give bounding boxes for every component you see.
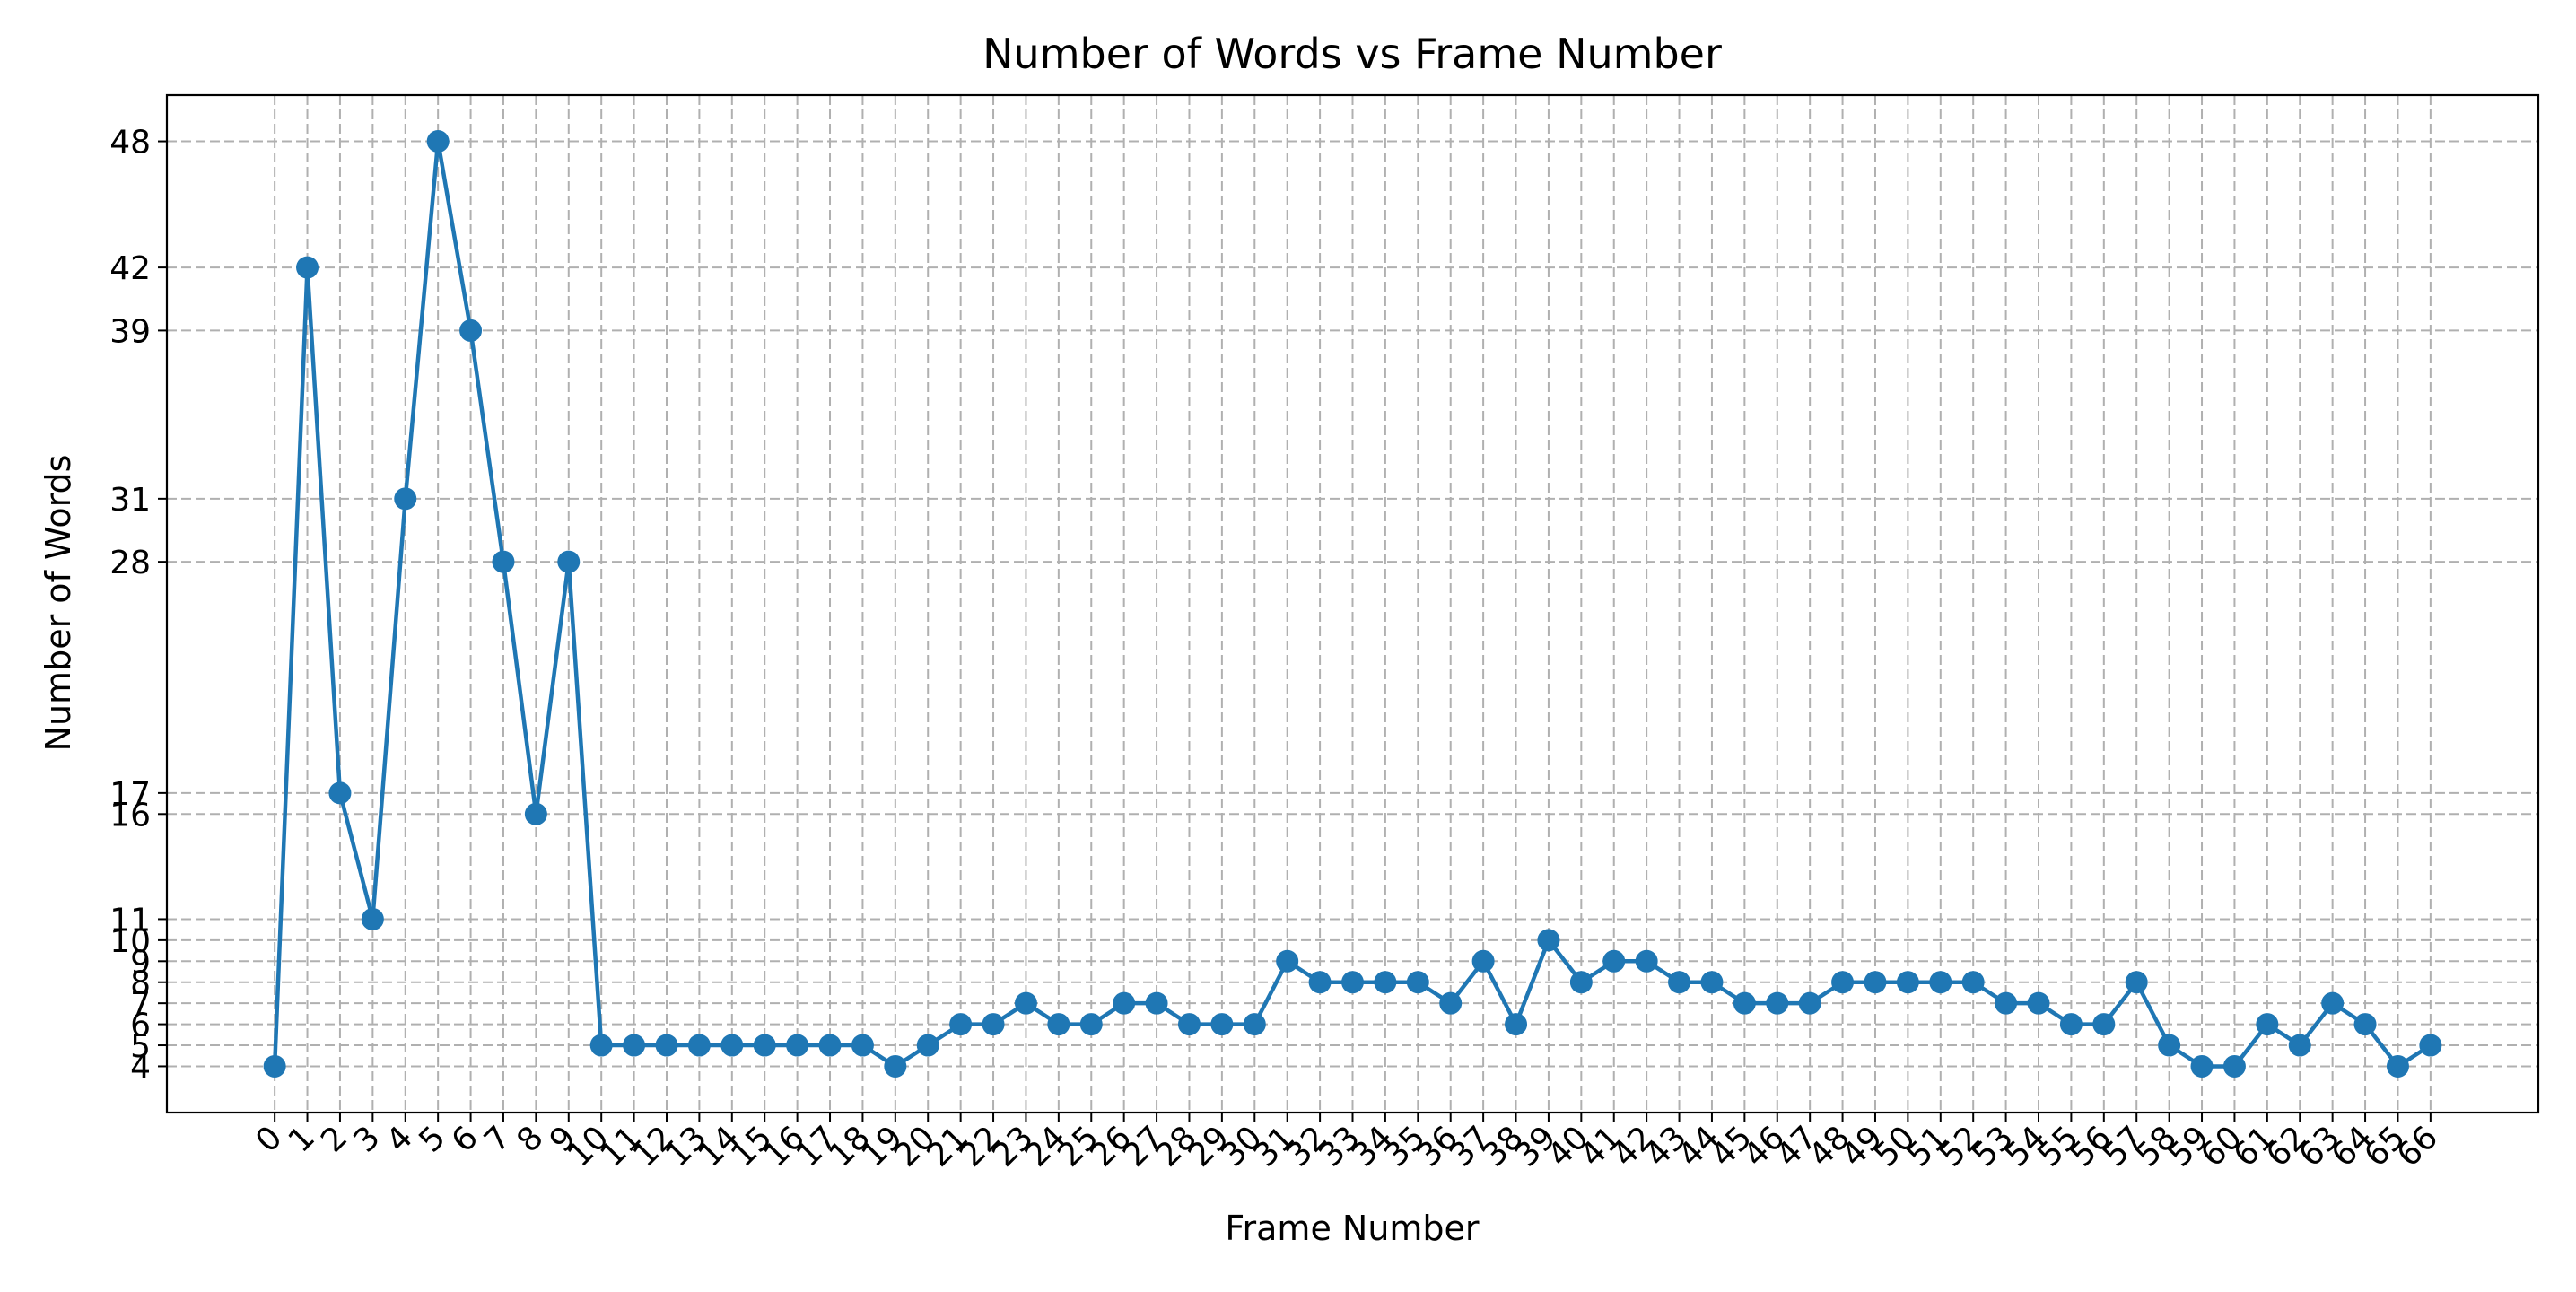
data-point [1505, 1013, 1528, 1036]
data-point [1798, 991, 1821, 1015]
data-point [2288, 1034, 2311, 1057]
data-point [1341, 971, 1364, 994]
y-tick-label: 11 [109, 902, 151, 938]
data-point [2158, 1034, 2181, 1057]
y-tick-label: 42 [109, 250, 151, 287]
data-point [884, 1054, 907, 1078]
data-point [1177, 1013, 1201, 1036]
data-point [786, 1034, 809, 1057]
data-point [1995, 991, 2018, 1015]
data-point [949, 1013, 973, 1036]
data-point [1537, 929, 1560, 952]
data-point [1113, 991, 1136, 1015]
data-point [2419, 1034, 2442, 1057]
data-point [623, 1034, 646, 1057]
data-point [1374, 971, 1397, 994]
data-point [2256, 1013, 2279, 1036]
data-point [361, 907, 384, 930]
data-point [1602, 949, 1626, 973]
data-point [1700, 971, 1724, 994]
data-point [753, 1034, 776, 1057]
data-point [2222, 1054, 2246, 1078]
data-point [1047, 1013, 1070, 1036]
y-tick-label: 48 [109, 125, 151, 162]
y-tick-label: 7 [130, 986, 151, 1023]
data-point [2190, 1054, 2214, 1078]
data-point [2353, 1013, 2377, 1036]
data-point [1439, 991, 1463, 1015]
data-point [492, 550, 515, 573]
data-point [1210, 1013, 1234, 1036]
data-point [426, 130, 450, 153]
y-tick-label: 4 [130, 1049, 151, 1086]
data-point [524, 802, 547, 825]
data-point [851, 1034, 874, 1057]
data-point [1145, 991, 1168, 1015]
data-point [818, 1034, 842, 1057]
data-point [1276, 949, 1299, 973]
y-tick-label: 16 [109, 797, 151, 834]
data-point [1635, 949, 1658, 973]
data-point [1668, 971, 1691, 994]
data-point [394, 487, 417, 511]
data-point [1308, 971, 1332, 994]
y-axis-label: Number of Words [39, 455, 78, 752]
data-point [2321, 991, 2345, 1015]
data-point [1766, 991, 1789, 1015]
data-point [1243, 1013, 1266, 1036]
data-point [1831, 971, 1855, 994]
data-point [655, 1034, 678, 1057]
data-point [982, 1013, 1005, 1036]
y-tick-label: 31 [109, 482, 151, 519]
y-tick-label: 17 [109, 776, 151, 813]
data-points [263, 130, 2442, 1078]
data-point [263, 1054, 286, 1078]
y-tick-label: 5 [130, 1028, 151, 1065]
data-point [1961, 971, 1985, 994]
data-point [589, 1034, 613, 1057]
y-tick-label: 39 [109, 313, 151, 350]
y-tick-label: 10 [109, 923, 151, 960]
data-point [2125, 971, 2148, 994]
data-point [2092, 1013, 2116, 1036]
y-tick-label: 9 [130, 944, 151, 981]
data-point [1569, 971, 1593, 994]
data-point [720, 1034, 744, 1057]
data-point [1733, 991, 1756, 1015]
data-point [687, 1034, 711, 1057]
data-point [2386, 1054, 2409, 1078]
data-point [2027, 991, 2050, 1015]
data-point [1079, 1013, 1103, 1036]
data-point [328, 781, 352, 805]
data-point [1406, 971, 1429, 994]
y-tick-label: 8 [130, 965, 151, 1002]
y-tick-label: 28 [109, 545, 151, 581]
data-point [1896, 971, 1919, 994]
data-point [459, 319, 483, 342]
data-point [296, 256, 319, 279]
data-point [557, 550, 581, 573]
y-tick-label: 6 [130, 1008, 151, 1044]
data-point [1864, 971, 1887, 994]
data-point [1014, 991, 1037, 1015]
data-point [1929, 971, 1952, 994]
data-point [916, 1034, 939, 1057]
x-axis-label: Frame Number [1225, 1209, 1480, 1248]
data-point [1471, 949, 1495, 973]
data-point [2059, 1013, 2083, 1036]
chart-title: Number of Words vs Frame Number [982, 30, 1722, 78]
grid-lines [167, 95, 2538, 1113]
